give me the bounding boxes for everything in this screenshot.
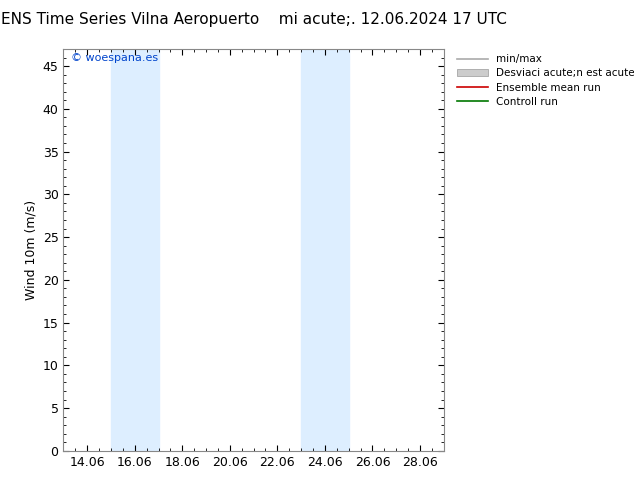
Y-axis label: Wind 10m (m/s): Wind 10m (m/s) (24, 200, 37, 300)
Text: ENS Time Series Vilna Aeropuerto    mi acute;. 12.06.2024 17 UTC: ENS Time Series Vilna Aeropuerto mi acut… (1, 12, 507, 27)
Bar (301, 49, 349, 451)
Legend: min/max, Desviaci acute;n est acute;ndar, Ensemble mean run, Controll run: min/max, Desviaci acute;n est acute;ndar… (456, 54, 634, 107)
Bar (111, 49, 158, 451)
Text: © woespana.es: © woespana.es (71, 53, 158, 63)
